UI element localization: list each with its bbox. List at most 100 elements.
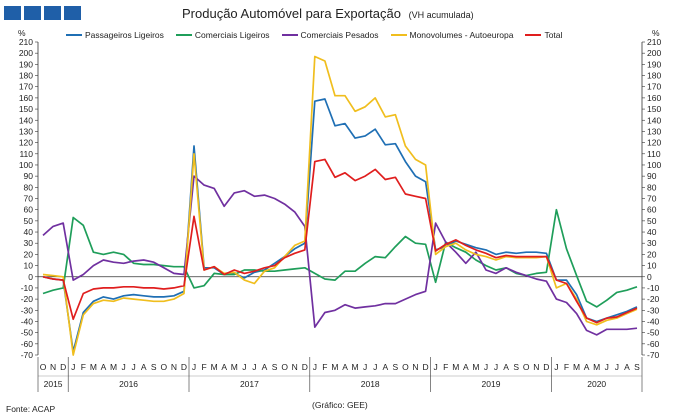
- x-month-label: F: [201, 362, 206, 372]
- x-month-label: S: [513, 362, 519, 372]
- y-tick-label-right: 40: [647, 227, 657, 237]
- y-tick-label-left: 90: [24, 171, 34, 181]
- x-month-label: J: [132, 362, 136, 372]
- y-tick-label-right: 200: [647, 48, 661, 58]
- x-year-label: 2017: [240, 379, 259, 389]
- legend-swatch: [281, 34, 298, 36]
- y-tick-label-left: 100: [19, 160, 33, 170]
- y-tick-label-right: 120: [647, 138, 661, 148]
- x-month-label: F: [322, 362, 327, 372]
- x-month-label: O: [281, 362, 288, 372]
- x-month-label: O: [40, 362, 47, 372]
- y-axis-unit-left: %: [18, 28, 26, 38]
- y-tick-label-right: -30: [647, 305, 660, 315]
- y-tick-label-right: -20: [647, 294, 660, 304]
- x-month-label: D: [302, 362, 308, 372]
- x-month-label: F: [564, 362, 569, 372]
- x-year-label: 2018: [361, 379, 380, 389]
- x-month-label: J: [252, 362, 256, 372]
- x-month-label: M: [352, 362, 359, 372]
- y-tick-label-left: 180: [19, 71, 33, 81]
- logo-block: [4, 6, 21, 20]
- series-line: [42, 55, 638, 356]
- y-tick-label-left: 120: [19, 138, 33, 148]
- x-month-label: J: [434, 362, 438, 372]
- x-month-label: O: [161, 362, 168, 372]
- x-month-label: J: [484, 362, 488, 372]
- chart-title: Produção Automóvel para Exportação (VH a…: [182, 6, 474, 21]
- y-tick-label-left: -60: [21, 339, 34, 349]
- y-tick-label-left: -30: [21, 305, 34, 315]
- y-tick-label-right: 0: [647, 272, 652, 282]
- y-tick-label-right: 190: [647, 59, 661, 69]
- y-tick-label-left: 70: [24, 194, 34, 204]
- x-month-label: M: [110, 362, 117, 372]
- x-month-label: J: [121, 362, 125, 372]
- x-month-label: A: [342, 362, 348, 372]
- x-year-label: 2015: [44, 379, 63, 389]
- x-year-label: 2020: [587, 379, 606, 389]
- x-month-label: N: [171, 362, 177, 372]
- y-tick-label-left: -70: [21, 350, 34, 360]
- y-tick-label-right: 10: [647, 261, 657, 271]
- x-month-label: M: [231, 362, 238, 372]
- legend-swatch: [175, 34, 192, 36]
- y-tick-label-right: 110: [647, 149, 661, 159]
- y-tick-label-right: 50: [647, 216, 657, 226]
- logo-block: [24, 6, 41, 20]
- y-tick-label-right: 30: [647, 238, 657, 248]
- x-month-label: A: [584, 362, 590, 372]
- y-tick-label-right: -70: [647, 350, 660, 360]
- y-tick-label-right: 180: [647, 71, 661, 81]
- legend-item: Comerciais Ligeiros: [175, 30, 270, 40]
- x-month-label: M: [573, 362, 580, 372]
- credit-note: (Gráfico: GEE): [312, 400, 368, 410]
- y-tick-label-left: 190: [19, 59, 33, 69]
- x-month-label: J: [192, 362, 196, 372]
- y-tick-label-left: 170: [19, 82, 33, 92]
- y-tick-label-left: 150: [19, 104, 33, 114]
- y-tick-label-right: 170: [647, 82, 661, 92]
- legend-item: Total: [525, 30, 562, 40]
- y-tick-label-right: 140: [647, 115, 661, 125]
- y-tick-label-right: 90: [647, 171, 657, 181]
- y-tick-label-right: 100: [647, 160, 661, 170]
- legend-swatch: [66, 34, 82, 36]
- x-year-label: 2016: [119, 379, 138, 389]
- x-month-label: J: [494, 362, 498, 372]
- y-tick-label-left: 200: [19, 48, 33, 58]
- y-tick-label-left: 130: [19, 126, 33, 136]
- y-tick-label-right: -50: [647, 328, 660, 338]
- x-month-label: J: [373, 362, 377, 372]
- x-month-label: J: [242, 362, 246, 372]
- x-month-label: F: [81, 362, 86, 372]
- y-tick-label-left: -20: [21, 294, 34, 304]
- y-tick-label-left: 110: [19, 149, 33, 159]
- legend-label: Comerciais Pesados: [300, 30, 379, 40]
- logo-block: [44, 6, 61, 20]
- y-tick-label-left: -40: [21, 316, 34, 326]
- y-tick-label-left: 20: [24, 249, 34, 259]
- x-month-label: J: [615, 362, 619, 372]
- x-month-label: A: [262, 362, 268, 372]
- x-month-label: N: [292, 362, 298, 372]
- legend: Passageiros Ligeiros Comerciais Ligeiros C…: [66, 30, 562, 40]
- y-tick-label-right: 150: [647, 104, 661, 114]
- x-month-label: F: [443, 362, 448, 372]
- source-note: Fonte: ACAP: [6, 404, 56, 414]
- y-tick-label-left: 40: [24, 227, 34, 237]
- x-month-label: M: [211, 362, 218, 372]
- y-tick-label-right: 160: [647, 93, 661, 103]
- x-month-label: A: [503, 362, 509, 372]
- y-tick-label-left: 30: [24, 238, 34, 248]
- x-month-label: S: [393, 362, 399, 372]
- y-tick-label-left: 60: [24, 205, 34, 215]
- x-month-label: M: [331, 362, 338, 372]
- x-month-label: A: [221, 362, 227, 372]
- legend-swatch: [525, 34, 542, 36]
- legend-swatch: [390, 34, 407, 36]
- x-month-label: A: [141, 362, 147, 372]
- legend-label: Monovolumes - Autoeuropa: [409, 30, 514, 40]
